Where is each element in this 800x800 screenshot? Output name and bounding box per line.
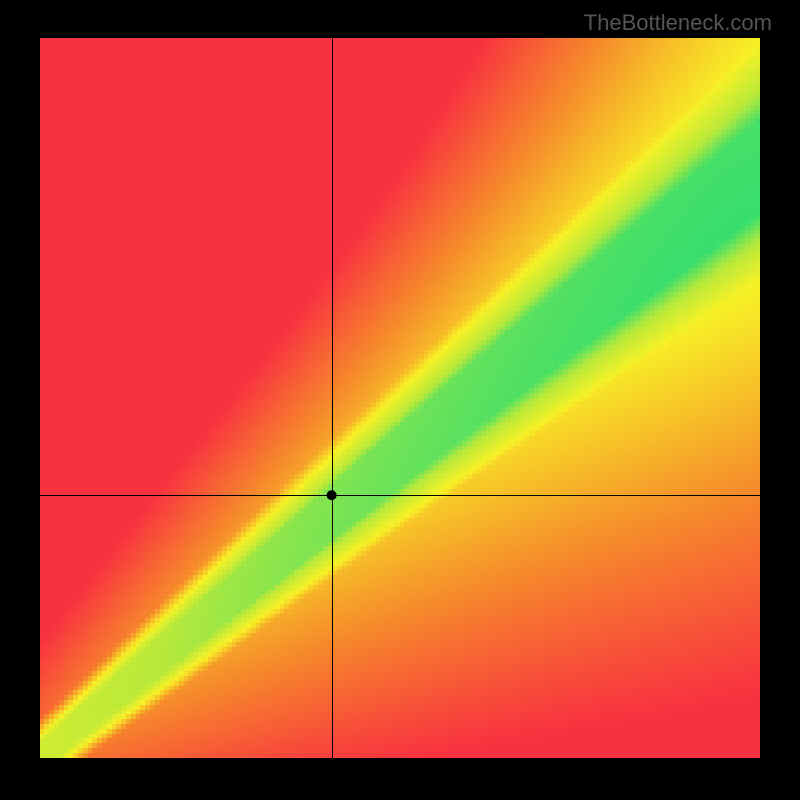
chart-container: TheBottleneck.com bbox=[0, 0, 800, 800]
attribution-text: TheBottleneck.com bbox=[584, 10, 772, 36]
heatmap-plot bbox=[40, 38, 760, 758]
heatmap-canvas bbox=[40, 38, 760, 758]
